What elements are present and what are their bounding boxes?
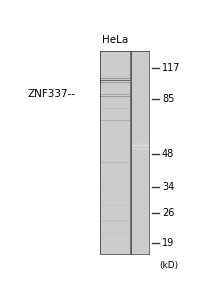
Bar	[100, 88, 129, 89]
Bar	[131, 155, 149, 156]
Bar	[131, 138, 149, 139]
Bar	[131, 135, 149, 136]
Bar	[131, 141, 149, 142]
Text: (kD): (kD)	[159, 261, 178, 270]
Text: 26: 26	[162, 208, 174, 218]
Bar	[100, 78, 129, 79]
Text: 48: 48	[162, 149, 174, 159]
Bar	[131, 152, 149, 153]
Bar	[100, 86, 129, 87]
Bar	[131, 51, 149, 254]
Bar	[100, 90, 129, 91]
Text: 85: 85	[162, 94, 174, 104]
Bar	[131, 139, 149, 140]
Bar	[100, 77, 129, 78]
Text: 34: 34	[162, 182, 174, 192]
Bar	[131, 145, 149, 146]
Bar	[100, 51, 129, 254]
Bar	[131, 156, 149, 157]
Bar	[100, 71, 129, 72]
Text: HeLa: HeLa	[101, 35, 128, 45]
Bar	[100, 85, 129, 86]
Bar	[131, 148, 149, 149]
Bar	[100, 80, 129, 81]
Text: ZNF337--: ZNF337--	[28, 88, 76, 99]
Bar	[131, 154, 149, 155]
Text: 19: 19	[162, 238, 174, 248]
Bar	[100, 84, 129, 85]
Text: 117: 117	[162, 63, 180, 73]
